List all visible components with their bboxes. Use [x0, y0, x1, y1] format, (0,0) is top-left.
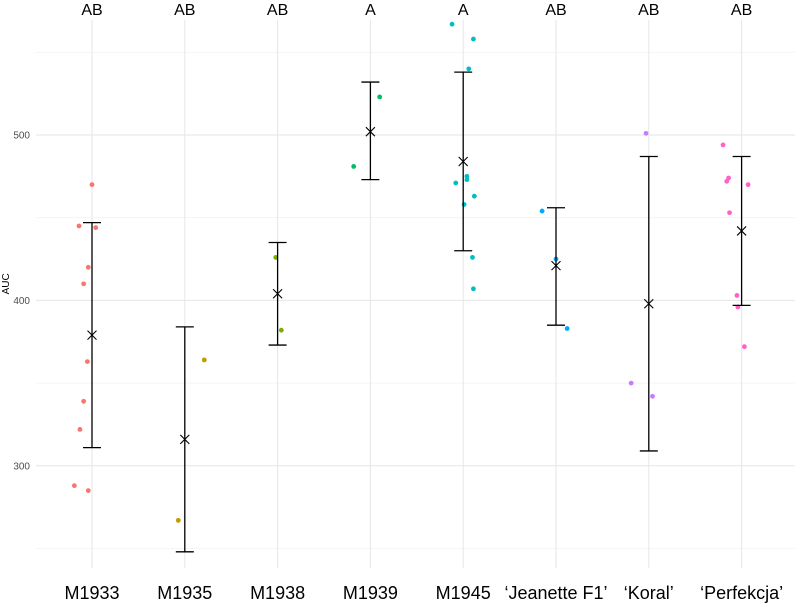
- data-point: [471, 286, 476, 292]
- significance-letter: AB: [545, 2, 566, 19]
- significance-letter: A: [458, 2, 469, 19]
- data-point: [734, 293, 740, 298]
- data-point: [650, 393, 655, 399]
- mean-marker: [272, 288, 283, 299]
- x-tick-label: M1939: [343, 583, 398, 603]
- mean-marker: [365, 126, 376, 137]
- x-tick-label: M1935: [157, 583, 212, 603]
- data-point: [377, 94, 383, 100]
- x-tick-label: ‘Koral’: [624, 583, 674, 603]
- data-point: [453, 180, 459, 186]
- data-point: [84, 359, 90, 364]
- mean-marker: [643, 298, 654, 309]
- data-point: [471, 193, 477, 199]
- significance-letter: AB: [81, 2, 102, 19]
- mean-marker: [551, 260, 561, 271]
- x-tick-label: ‘Jeanette F1’: [504, 583, 607, 603]
- y-tick-label: 400: [13, 296, 30, 307]
- data-point: [76, 223, 82, 229]
- y-tick-label: 500: [13, 131, 30, 142]
- significance-letter: AB: [731, 2, 752, 19]
- data-point: [539, 208, 545, 214]
- significance-letter: AB: [267, 2, 288, 19]
- data-point: [741, 344, 747, 350]
- significance-letters: AB AB AB A A AB AB AB: [81, 2, 752, 19]
- data-point: [351, 164, 357, 169]
- significance-letter: AB: [174, 2, 195, 19]
- data-point: [464, 177, 470, 183]
- x-tick-label: M1933: [64, 583, 119, 603]
- data-point: [449, 21, 455, 27]
- significance-letter: AB: [638, 2, 659, 19]
- data-point: [466, 66, 472, 72]
- data-point: [89, 182, 95, 188]
- data-point: [720, 142, 726, 148]
- mean-marker: [87, 330, 97, 341]
- data-point: [85, 488, 91, 494]
- mean-marker: [736, 226, 747, 236]
- x-tick-label: ‘Perfekcja’: [700, 583, 783, 603]
- y-axis-label: AUC: [1, 273, 12, 294]
- y-axis-ticks: 300 400 500: [13, 131, 30, 473]
- data-point: [201, 357, 207, 363]
- mean-marker: [179, 434, 190, 445]
- data-point: [643, 130, 649, 136]
- data-point: [278, 327, 284, 333]
- x-tick-label: M1938: [250, 583, 305, 603]
- data-point: [81, 398, 87, 404]
- y-tick-label: 300: [13, 461, 30, 472]
- x-tick-label: M1945: [436, 583, 491, 603]
- data-point: [727, 210, 732, 216]
- data-point: [628, 380, 634, 386]
- grid: [36, 20, 795, 568]
- data-point: [471, 36, 476, 42]
- x-axis-ticks: M1933 M1935 M1938 M1939 M1945 ‘Jeanette F1’ ‘K…: [64, 583, 783, 603]
- mean-marker: [458, 156, 469, 167]
- data-point: [470, 254, 475, 260]
- significance-letter: A: [365, 2, 376, 19]
- data-point: [464, 173, 470, 179]
- data-point: [273, 254, 279, 260]
- data-point: [81, 281, 87, 287]
- data-point: [461, 202, 467, 207]
- data-point: [77, 427, 83, 432]
- data-point: [85, 264, 91, 270]
- data-point: [93, 225, 99, 231]
- data-point: [564, 326, 570, 331]
- data-point: [724, 178, 730, 184]
- data-point: [175, 517, 181, 523]
- error-bars: [83, 71, 751, 553]
- data-point: [71, 483, 77, 489]
- data-point: [745, 182, 751, 188]
